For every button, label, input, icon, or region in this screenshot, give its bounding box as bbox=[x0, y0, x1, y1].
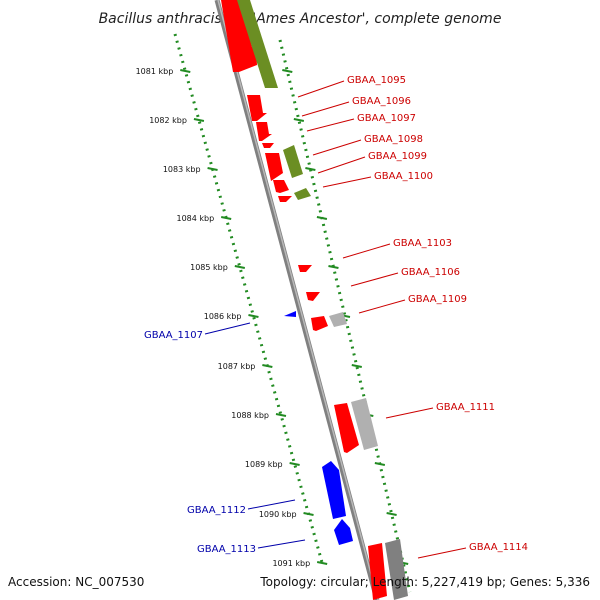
features-pseudo bbox=[329, 312, 408, 600]
tick-mark bbox=[305, 167, 316, 171]
leader-line bbox=[317, 156, 366, 174]
leader-line bbox=[312, 139, 362, 156]
tick-label: 1086 kbp bbox=[204, 312, 242, 321]
gene-label[interactable]: GBAA_1099 bbox=[368, 151, 427, 162]
tick-label: 1084 kbp bbox=[176, 214, 214, 223]
tick-mark bbox=[282, 69, 293, 73]
tick-mark bbox=[234, 265, 246, 269]
leader-line bbox=[417, 547, 467, 559]
tick-mark bbox=[262, 364, 273, 368]
gene-label[interactable]: GBAA_1100 bbox=[374, 171, 433, 182]
tick-label: 1081 kbp bbox=[136, 67, 174, 76]
tick-label: 1087 kbp bbox=[218, 362, 256, 371]
tick-mark bbox=[248, 314, 259, 318]
tick-mark bbox=[193, 118, 205, 122]
tick-label: 1085 kbp bbox=[190, 263, 228, 272]
gene-feature[interactable] bbox=[385, 539, 408, 600]
gene-feature[interactable] bbox=[237, 0, 278, 88]
gene-label[interactable]: GBAA_1095 bbox=[347, 75, 406, 86]
gene-label[interactable]: GBAA_1097 bbox=[357, 113, 416, 124]
gene-label[interactable]: GBAA_1113 bbox=[197, 544, 256, 555]
tick-label: 1082 kbp bbox=[149, 116, 187, 125]
gene-label[interactable]: GBAA_1098 bbox=[364, 134, 423, 145]
tick-mark bbox=[275, 413, 287, 417]
tick-ring-inner bbox=[173, 33, 325, 567]
tick-mark bbox=[220, 216, 232, 220]
leader-line bbox=[322, 176, 372, 188]
gene-feature[interactable] bbox=[265, 153, 283, 181]
labels-reverse: GBAA_1107 GBAA_1112 GBAA_1113 bbox=[144, 322, 306, 555]
tick-label: 1083 kbp bbox=[163, 165, 201, 174]
tick-mark bbox=[289, 462, 300, 466]
leader-line bbox=[350, 272, 399, 287]
gene-label[interactable]: GBAA_1103 bbox=[393, 238, 452, 249]
gene-feature[interactable] bbox=[329, 312, 347, 327]
gene-feature[interactable] bbox=[284, 311, 296, 317]
tick-label: 1091 kbp bbox=[272, 559, 310, 568]
tick-mark bbox=[351, 364, 362, 368]
tick-mark bbox=[316, 216, 328, 220]
tick-labels: 1081 kbp 1082 kbp 1083 kbp 1084 kbp 1085 kbp… bbox=[136, 67, 311, 568]
gene-label[interactable]: GBAA_1096 bbox=[352, 96, 411, 107]
leader-line bbox=[342, 243, 391, 259]
leader-line bbox=[385, 407, 434, 419]
tick-mark bbox=[374, 462, 386, 466]
gene-feature[interactable] bbox=[283, 145, 303, 178]
gene-feature[interactable] bbox=[334, 519, 353, 545]
gene-label[interactable]: GBAA_1112 bbox=[187, 505, 246, 516]
gene-feature[interactable] bbox=[221, 0, 257, 72]
leader-line bbox=[247, 499, 296, 510]
gene-feature[interactable] bbox=[298, 265, 312, 272]
labels-forward: GBAA_1095 GBAA_1096 GBAA_1097 GBAA_1098 GBAA… bbox=[297, 75, 528, 559]
gene-label[interactable]: GBAA_1106 bbox=[401, 267, 460, 278]
tick-label: 1088 kbp bbox=[231, 411, 269, 420]
gene-label[interactable]: GBAA_1109 bbox=[408, 294, 467, 305]
backbone bbox=[214, 0, 380, 600]
tick-mark bbox=[386, 512, 397, 516]
gene-feature[interactable] bbox=[311, 316, 328, 331]
tick-mark bbox=[207, 167, 218, 171]
leader-line bbox=[257, 539, 306, 549]
gene-feature[interactable] bbox=[273, 180, 289, 193]
map-title: Bacillus anthracis str. 'Ames Ancestor',… bbox=[99, 11, 502, 27]
gene-feature[interactable] bbox=[294, 188, 311, 200]
features-other bbox=[237, 0, 311, 200]
leader-line bbox=[297, 80, 345, 98]
tick-label: 1089 kbp bbox=[245, 460, 283, 469]
features-reverse-cds bbox=[284, 311, 353, 545]
accession-text: Accession: NC_007530 bbox=[8, 575, 144, 589]
gene-feature[interactable] bbox=[322, 461, 346, 519]
tick-mark bbox=[293, 118, 305, 122]
tick-mark bbox=[180, 69, 191, 73]
tick-label: 1090 kbp bbox=[259, 510, 297, 519]
gene-feature[interactable] bbox=[351, 398, 378, 450]
gene-label[interactable]: GBAA_1114 bbox=[469, 542, 528, 553]
gene-label[interactable]: GBAA_1111 bbox=[436, 402, 495, 413]
leader-line bbox=[306, 118, 355, 132]
tick-mark bbox=[328, 265, 339, 269]
gene-feature[interactable] bbox=[262, 143, 274, 148]
leader-line bbox=[358, 299, 406, 314]
leader-line bbox=[204, 322, 251, 335]
leader-line bbox=[301, 101, 350, 117]
gene-feature[interactable] bbox=[334, 403, 359, 453]
gene-feature[interactable] bbox=[278, 196, 292, 202]
gene-feature[interactable] bbox=[247, 95, 267, 121]
gene-feature[interactable] bbox=[368, 543, 387, 600]
tick-mark bbox=[303, 512, 314, 516]
gene-feature[interactable] bbox=[256, 122, 272, 141]
features-forward-cds bbox=[221, 0, 387, 600]
summary-text: Topology: circular; Length: 5,227,419 bp… bbox=[259, 575, 590, 589]
tick-mark bbox=[316, 561, 328, 565]
gene-label[interactable]: GBAA_1107 bbox=[144, 330, 203, 341]
gene-feature[interactable] bbox=[306, 292, 320, 301]
